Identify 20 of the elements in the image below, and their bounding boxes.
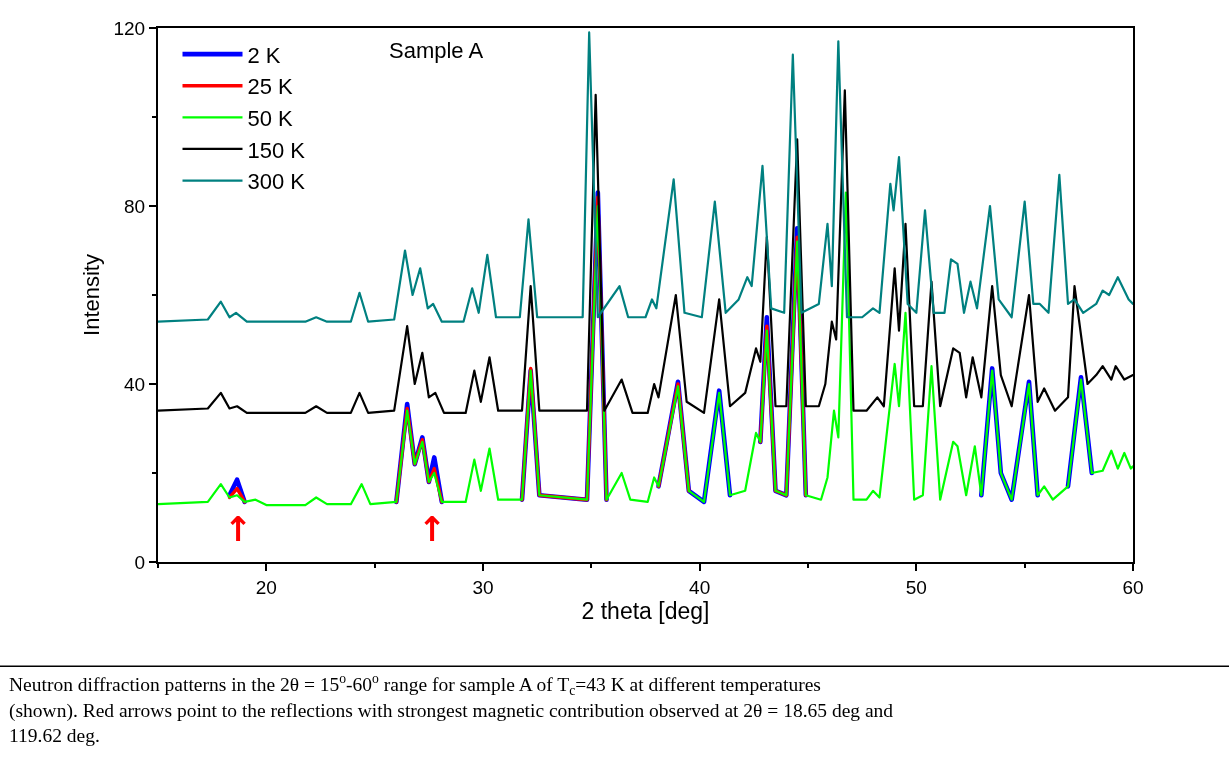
- legend-label: 25 K: [247, 74, 294, 100]
- annotation: ↑: [418, 509, 447, 549]
- x-axis-title: 2 theta [deg]: [581, 597, 710, 624]
- y-tick-label: 40: [124, 373, 146, 395]
- text: Neutron diffraction patterns in the 2θ = 15$^{o}$-60$^{o}$ range for sample A of T$_{c}$=43 K at different temperatures (shown). Red arrows point to the reflections with strongest magnetic contribution observed at 2θ = 18.65 deg and 119.62 deg.: [9, 671, 894, 746]
- y-tick-label: 120: [113, 17, 146, 39]
- x-tick-label: 40: [689, 576, 711, 598]
- legend-label: 50 K: [247, 105, 294, 131]
- x-tick-label: 20: [255, 576, 277, 598]
- y-tick-label: 80: [124, 195, 146, 217]
- legend-label: 2 K: [247, 42, 281, 68]
- y-tick-label: 0: [134, 551, 146, 573]
- y-axis-title: Intensity: [78, 254, 104, 336]
- annotation: ↑: [224, 509, 253, 549]
- x-tick-label: 50: [905, 576, 927, 598]
- x-tick-label: 60: [1122, 576, 1144, 598]
- legend-label: 300 K: [247, 169, 306, 195]
- legend-label: 150 K: [247, 137, 306, 163]
- annotation: Sample A: [389, 38, 484, 63]
- x-tick-label: 30: [472, 576, 494, 598]
